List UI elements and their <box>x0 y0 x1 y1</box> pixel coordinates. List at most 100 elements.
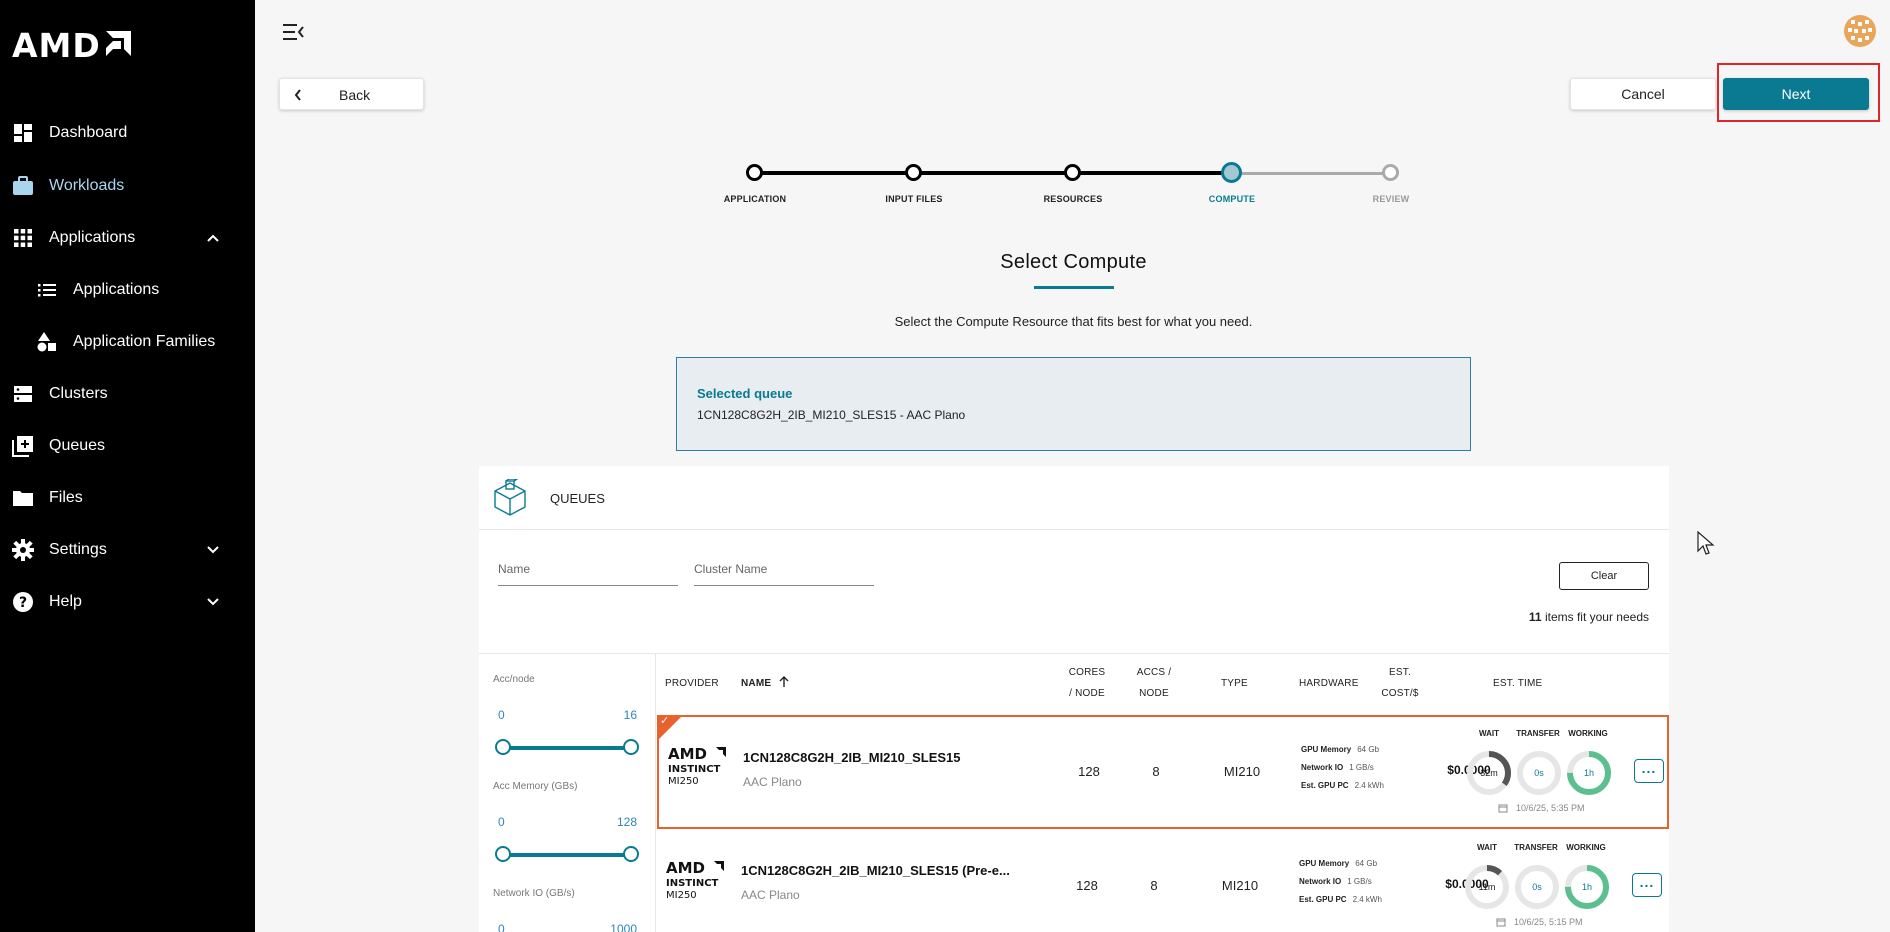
wait-value: 32m <box>1480 768 1498 778</box>
queue-row[interactable]: ✓ AMD INSTINCT MI250 1CN128C8G2H_2IB_MI2… <box>657 715 1669 829</box>
column-hardware[interactable]: HARDWARE <box>1299 678 1359 689</box>
name-filter[interactable] <box>498 558 678 586</box>
sidebar-item-application-families[interactable]: Application Families <box>0 322 255 362</box>
amd-logo[interactable]: AMD <box>12 26 131 65</box>
collapse-menu-icon[interactable] <box>281 22 305 42</box>
sidebar-item-label: Applications <box>49 229 136 246</box>
queue-name: 1CN128C8G2H_2IB_MI210_SLES15 (Pre-e... <box>741 863 1010 878</box>
amd-instinct-logo: AMD INSTINCT MI250 <box>668 745 726 787</box>
step-dot-compute[interactable] <box>1221 162 1242 183</box>
step-label-resources: RESOURCES <box>1043 194 1103 204</box>
slider-max-value: 128 <box>616 815 637 829</box>
cluster-name-filter-input[interactable] <box>694 558 874 576</box>
accs-per-node: 8 <box>1150 878 1158 893</box>
wait-ring <box>1467 751 1511 795</box>
column-name[interactable]: NAME <box>741 673 789 694</box>
slider-max-handle[interactable] <box>623 739 639 755</box>
sidebar-item-label: Queues <box>49 437 106 454</box>
next-button[interactable]: Next <box>1723 78 1869 110</box>
step-dot-resources[interactable] <box>1064 164 1081 181</box>
column-est-time[interactable]: EST. TIME <box>1493 678 1543 689</box>
working-value: 1h <box>1581 882 1592 892</box>
stepper-progress-line <box>755 171 1232 175</box>
hw-label: Network IO <box>1301 763 1344 772</box>
hw-label: Network IO <box>1299 877 1342 886</box>
svg-text:?: ? <box>19 595 27 611</box>
step-dot-application[interactable] <box>746 164 763 181</box>
hw-label: Est. GPU PC <box>1299 895 1347 904</box>
fit-count-text: 11 items fit your needs <box>1529 610 1649 624</box>
cube-icon <box>494 479 526 516</box>
transfer-label: TRANSFER <box>1514 843 1558 852</box>
column-est-cost[interactable]: EST. COST/$ <box>1375 662 1425 704</box>
server-icon <box>12 383 34 405</box>
column-cores-line1: CORES <box>1068 667 1106 678</box>
acc-node-slider[interactable]: Acc/node 0 16 <box>493 674 643 755</box>
sidebar-item-label: Files <box>49 489 83 506</box>
sidebar-item-help[interactable]: ? Help <box>0 582 255 622</box>
sidebar-item-queues[interactable]: Queues <box>0 426 255 466</box>
network-io-slider[interactable]: Network IO (GB/s) 0 1000 <box>493 888 643 932</box>
help-icon: ? <box>12 591 34 613</box>
column-cores-node[interactable]: CORES / NODE <box>1062 662 1112 704</box>
queues-card-header: QUEUES <box>479 466 1669 530</box>
sidebar-item-applications[interactable]: Applications <box>0 218 255 258</box>
sidebar-item-dashboard[interactable]: Dashboard <box>0 113 255 153</box>
step-label-compute: COMPUTE <box>1208 194 1256 204</box>
sidebar-item-label: Workloads <box>49 177 125 194</box>
fit-count-number: 11 <box>1528 610 1542 624</box>
step-dot-input-files[interactable] <box>905 164 922 181</box>
sidebar-item-label: Settings <box>49 541 107 558</box>
sidebar-item-files[interactable]: Files <box>0 478 255 518</box>
step-label-application: APPLICATION <box>723 194 787 204</box>
slider-min-handle[interactable] <box>495 739 511 755</box>
slider-track[interactable] <box>503 746 631 750</box>
ring-track <box>1517 751 1561 795</box>
ring-track <box>1515 865 1559 909</box>
transfer-value: 0s <box>1534 768 1544 778</box>
chevron-up-icon <box>207 234 219 242</box>
back-button[interactable]: Back <box>279 78 424 110</box>
column-accs-node[interactable]: ACCS / NODE <box>1129 662 1179 704</box>
mouse-pointer-icon <box>1697 531 1715 555</box>
sidebar-item-clusters[interactable]: Clusters <box>0 374 255 414</box>
row-more-options-button[interactable]: ... <box>1634 759 1664 783</box>
ring-fill <box>1565 865 1609 909</box>
queue-cluster: AAC Plano <box>741 888 800 902</box>
queue-name: 1CN128C8G2H_2IB_MI210_SLES15 <box>743 750 961 765</box>
column-type[interactable]: TYPE <box>1221 678 1248 689</box>
working-value: 1h <box>1583 768 1594 778</box>
sidebar-item-label: Clusters <box>49 385 108 402</box>
user-avatar-icon[interactable] <box>1843 14 1877 48</box>
queue-row[interactable]: AMD INSTINCT MI250 1CN128C8G2H_2IB_MI210… <box>657 831 1669 932</box>
slider-track[interactable] <box>503 853 631 857</box>
sidebar-item-workloads[interactable]: Workloads <box>0 166 255 206</box>
briefcase-icon <box>12 175 34 197</box>
ring-fill <box>1567 751 1611 795</box>
back-button-label: Back <box>339 87 371 103</box>
slider-min-handle[interactable] <box>495 846 511 862</box>
gear-icon <box>12 539 34 561</box>
next-button-highlight <box>1717 63 1880 122</box>
working-label: WORKING <box>1566 843 1606 852</box>
wait-label: WAIT <box>1477 843 1497 852</box>
slider-min-value: 0 <box>498 815 505 829</box>
sidebar-item-settings[interactable]: Settings <box>0 530 255 570</box>
acc-memory-slider[interactable]: Acc Memory (GBs) 0 128 <box>493 781 643 862</box>
clear-filters-button[interactable]: Clear <box>1559 562 1649 590</box>
column-provider[interactable]: PROVIDER <box>665 678 719 689</box>
apps-grid-icon <box>12 227 34 249</box>
cancel-button[interactable]: Cancel <box>1570 78 1716 110</box>
row-more-options-button[interactable]: ... <box>1632 873 1662 897</box>
slider-max-handle[interactable] <box>623 846 639 862</box>
transfer-label: TRANSFER <box>1516 729 1560 738</box>
name-filter-input[interactable] <box>498 558 678 576</box>
est-finish-date: 10/6/25, 5:35 PM <box>1516 803 1585 813</box>
fit-count-label: items fit your needs <box>1541 610 1649 624</box>
shapes-icon <box>36 331 58 353</box>
dashboard-icon <box>12 122 34 144</box>
more-dots-icon: ... <box>1639 874 1655 890</box>
working-ring <box>1565 865 1609 909</box>
cluster-name-filter[interactable] <box>694 558 874 586</box>
sidebar-item-applications-list[interactable]: Applications <box>0 270 255 310</box>
